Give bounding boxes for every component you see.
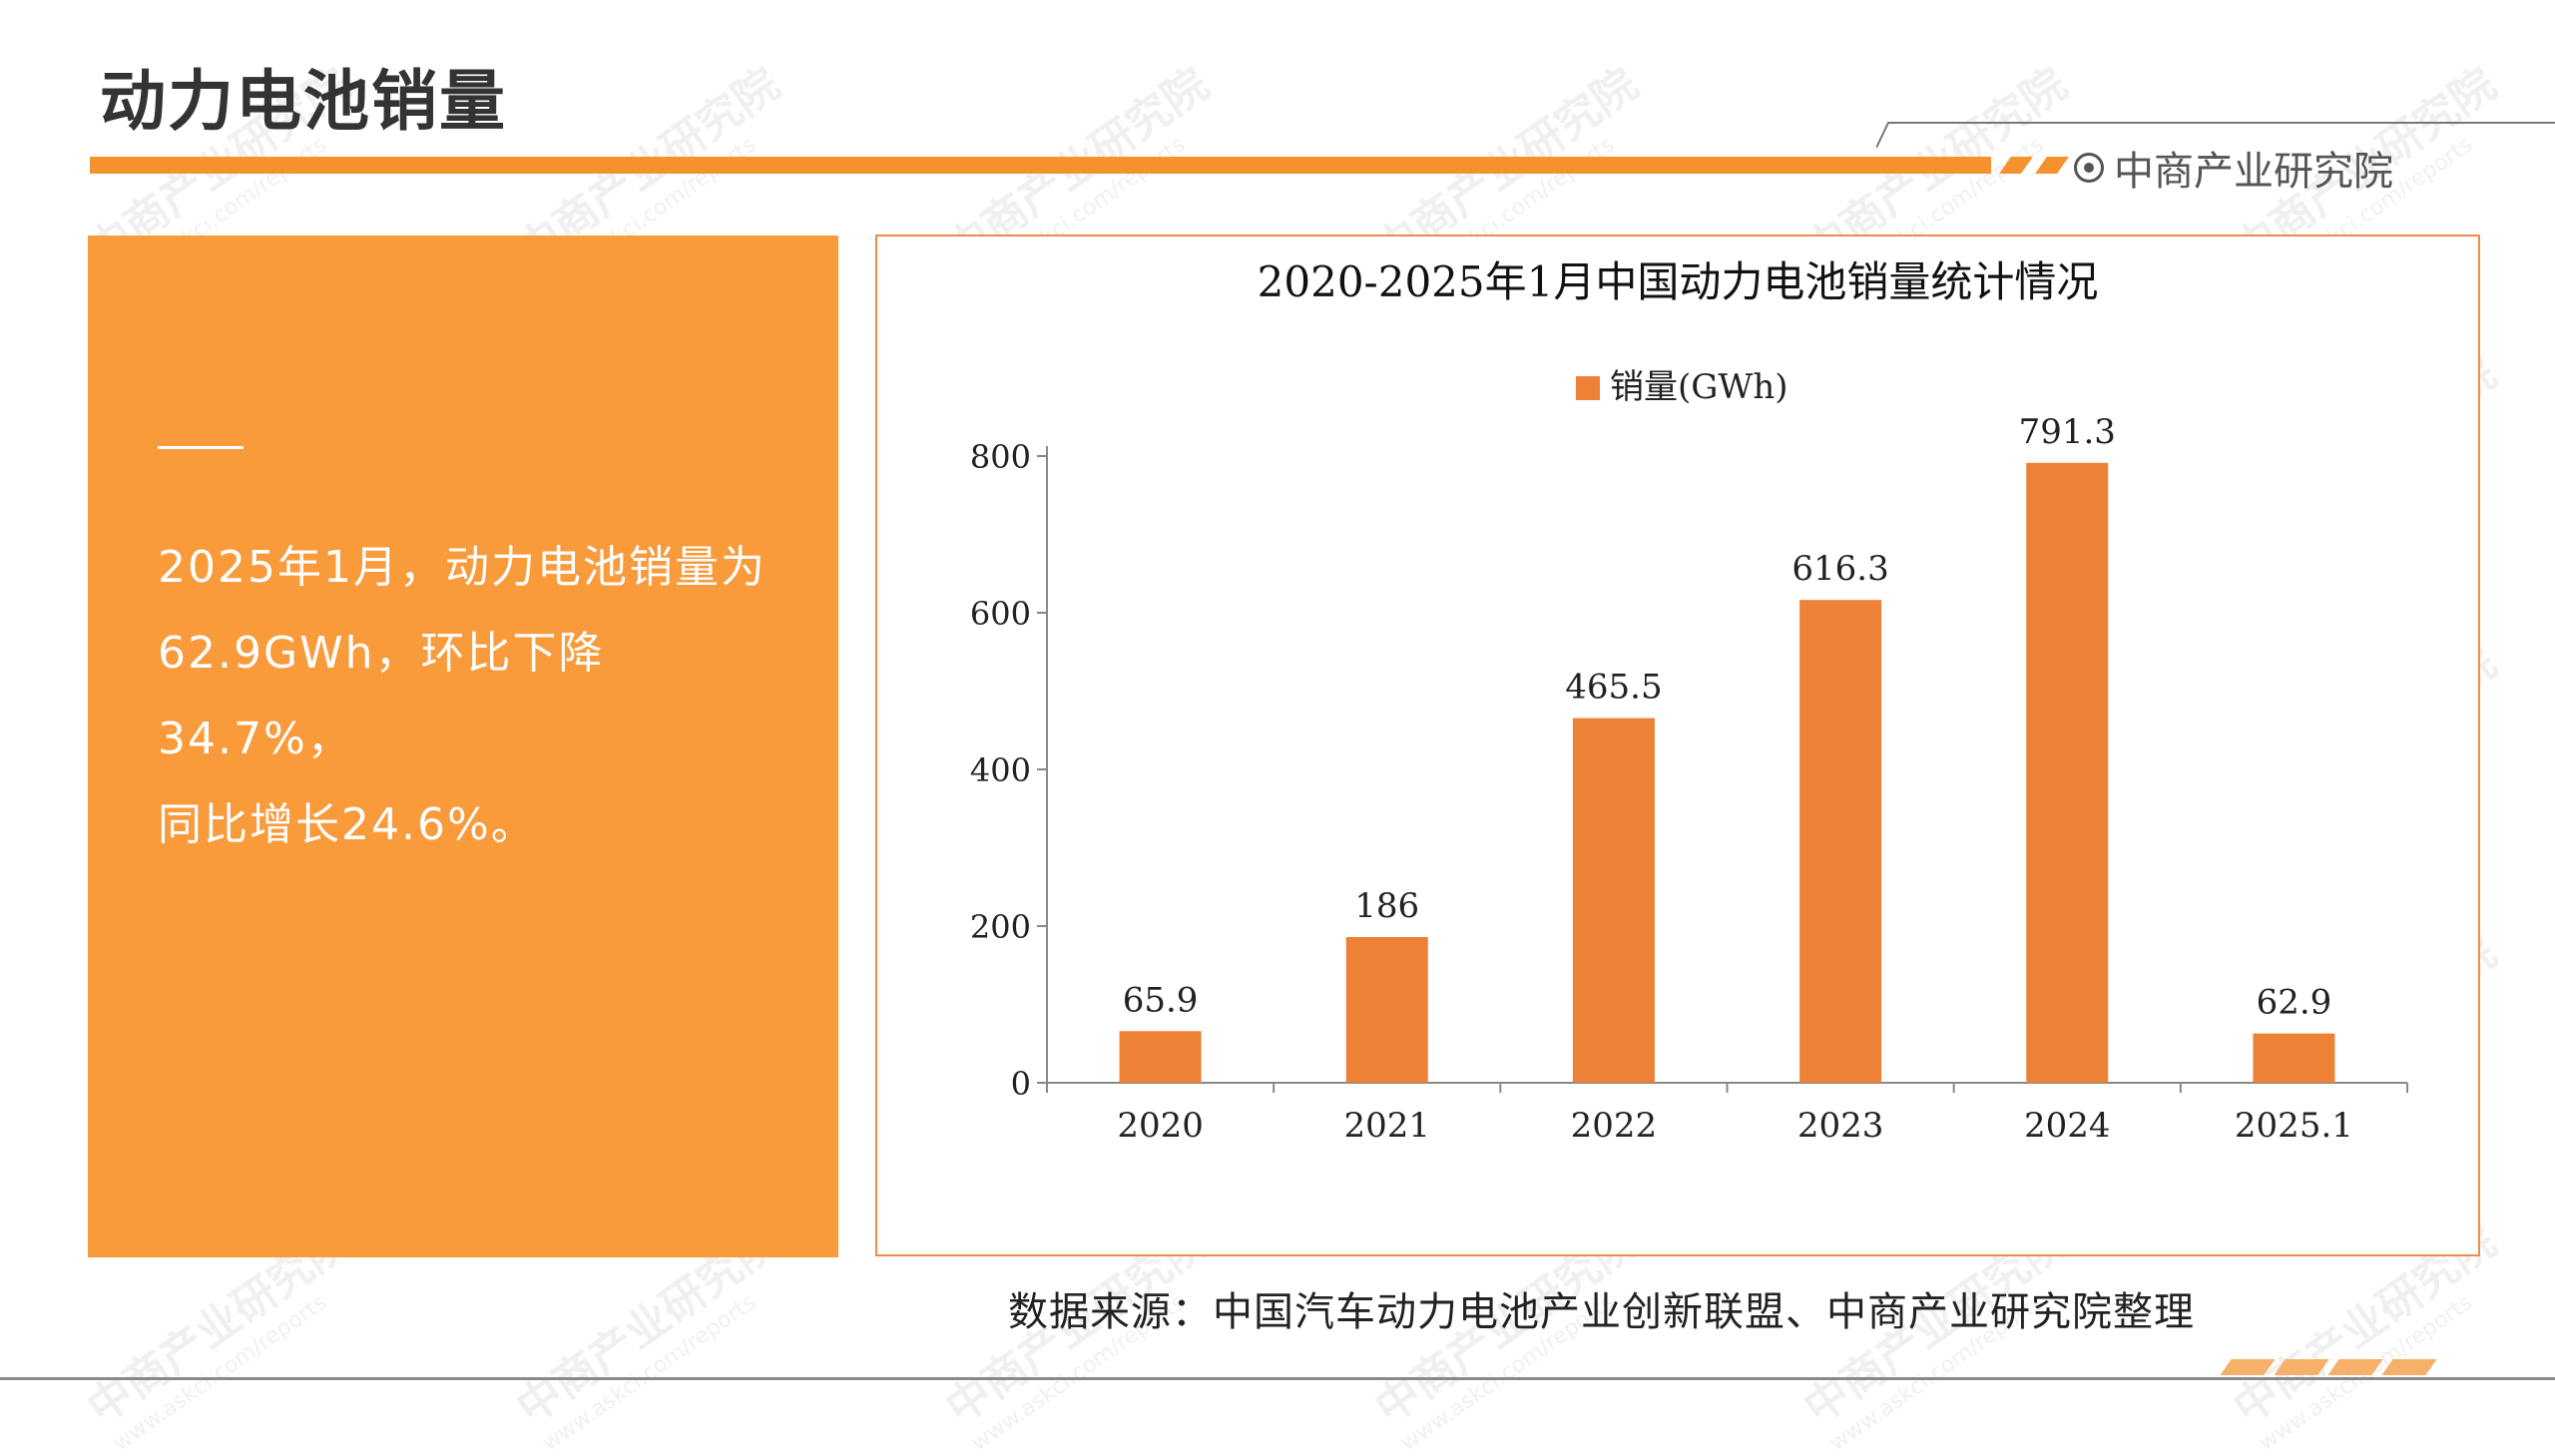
x-tick-label: 2020 [1117, 1106, 1204, 1146]
page-title: 动力电池销量 [100, 63, 507, 140]
bar [2026, 462, 2109, 1084]
legend-swatch [1576, 376, 1600, 400]
chart-title: 2020-2025年1月中国动力电池销量统计情况 [1258, 257, 2099, 306]
summary-line: 2025年1月，动力电池销量为 [158, 542, 766, 593]
summary-dash [158, 446, 244, 449]
bar [1345, 936, 1428, 1083]
x-tick-label: 2024 [2024, 1106, 2111, 1146]
bar [1119, 1031, 1202, 1083]
summary-panel: 2025年1月，动力电池销量为 62.9GWh，环比下降34.7%， 同比增长2… [88, 236, 838, 1257]
footer-slashes [2216, 1359, 2475, 1375]
x-tick-label: 2025.1 [2235, 1106, 2353, 1146]
bar [1799, 600, 1882, 1083]
brand-logo: 中商产业研究院 [2074, 138, 2393, 198]
x-tick-label: 2021 [1343, 1106, 1430, 1146]
footer-line [0, 1377, 2555, 1380]
source-note: 数据来源：中国汽车动力电池产业创新联盟、中商产业研究院整理 [1008, 1289, 2195, 1335]
bar [2253, 1033, 2335, 1083]
brand-name: 中商产业研究院 [2114, 149, 2393, 195]
bar [1572, 718, 1655, 1083]
data-label: 465.5 [1565, 668, 1662, 708]
y-tick-label: 800 [970, 438, 1031, 476]
summary-text: 2025年1月，动力电池销量为 62.9GWh，环比下降34.7%， 同比增长2… [158, 525, 796, 868]
summary-line: 62.9GWh，环比下降34.7%， [158, 628, 605, 764]
y-tick-label: 600 [970, 595, 1031, 633]
data-label: 62.9 [2257, 983, 2332, 1023]
data-label: 186 [1354, 886, 1419, 926]
x-tick-label: 2022 [1571, 1106, 1658, 1146]
data-label: 791.3 [2019, 412, 2116, 452]
y-tick-label: 400 [970, 751, 1031, 789]
y-tick-label: 0 [1011, 1065, 1031, 1103]
brand-circle-icon [2074, 153, 2104, 183]
y-tick-label: 200 [970, 908, 1031, 946]
chart-frame: 2020-2025年1月中国动力电池销量统计情况销量(GWh) 0 200 400 60… [875, 235, 2480, 1256]
data-label: 616.3 [1791, 549, 1888, 589]
legend-label: 销量(GWh) [1610, 367, 1788, 407]
header-accent-bar [90, 157, 1991, 174]
header-divider-line [1876, 122, 2555, 149]
data-label: 65.9 [1123, 980, 1199, 1020]
summary-line: 同比增长24.6%。 [158, 799, 537, 850]
x-tick-label: 2023 [1797, 1106, 1884, 1146]
